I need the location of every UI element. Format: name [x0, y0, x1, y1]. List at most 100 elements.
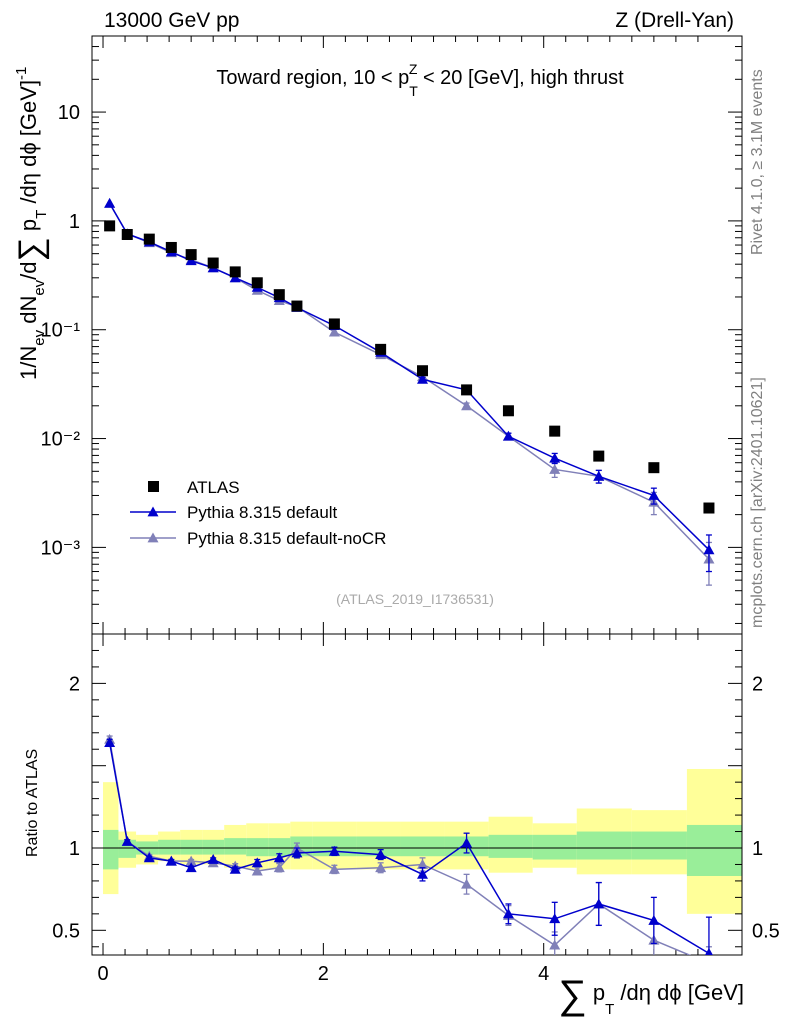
- band-inner: [631, 831, 687, 860]
- ratio-marker-nocr: [703, 958, 714, 968]
- ratio-ylabel: Ratio to ATLAS: [24, 749, 41, 857]
- ratio-marker-nocr: [549, 939, 561, 950]
- ratio-y-tick-label: 0.5: [52, 920, 80, 942]
- ratio-marker-default: [291, 847, 303, 858]
- ratio-marker-default: [648, 914, 660, 925]
- ratio-marker-default: [461, 837, 473, 848]
- title-sub: T: [409, 83, 418, 99]
- band-inner: [268, 838, 291, 857]
- data-point-atlas: [375, 343, 387, 355]
- ratio-marker-default: [417, 868, 429, 879]
- data-point-atlas: [273, 289, 285, 301]
- ratio-marker-nocr: [461, 878, 473, 889]
- marker-default: [593, 470, 605, 481]
- legend-marker-atlas: [148, 481, 159, 492]
- y-tick-label: 10⁻²: [41, 429, 81, 451]
- data-point-atlas: [502, 405, 514, 417]
- legend-label-nocr: Pythia 8.315 default-noCR: [187, 529, 386, 548]
- ratio-bands: [103, 768, 742, 914]
- marker-default: [104, 197, 116, 208]
- data-point-atlas: [417, 365, 429, 377]
- marker-default: [417, 373, 429, 384]
- axis-ticks: 0 2 4 10 1 10⁻¹ 10⁻² 10⁻³ 0.5 0.5 1 1 2 2: [41, 35, 780, 985]
- data-point-atlas: [461, 384, 473, 396]
- legend-marker-default: [147, 506, 159, 517]
- ratio-marker-nocr: [251, 865, 263, 876]
- data-point-atlas: [207, 257, 219, 269]
- ratio-marker-default: [143, 852, 155, 863]
- marker-default: [648, 489, 660, 500]
- data-point-atlas: [648, 462, 660, 474]
- ratio-y-tick-label-right: 2: [752, 673, 763, 695]
- ratio-marker-default: [185, 862, 197, 873]
- ratio-marker-default: [229, 863, 241, 874]
- y-tick-label: 10⁻¹: [41, 320, 81, 342]
- legend-label-atlas: ATLAS: [187, 478, 240, 497]
- legend-marker-nocr: [147, 532, 159, 543]
- header-left: 13000 GeV pp: [104, 9, 239, 32]
- ratio-y-tick-label-right: 0.5: [752, 920, 780, 942]
- xlabel: ∑ pT /dη dϕ [GeV]: [558, 973, 744, 1018]
- ratio-marker-nocr: [417, 858, 429, 869]
- series-line-default: [108, 202, 710, 551]
- legend-label-default: Pythia 8.315 default: [187, 503, 338, 522]
- data-point-atlas: [328, 318, 340, 330]
- data-point-atlas: [291, 300, 303, 312]
- band-inner: [103, 829, 119, 870]
- band-inner: [180, 839, 203, 855]
- marker-default: [185, 255, 197, 266]
- rivet-version-label: Rivet 4.1.0, ≥ 3.1M events: [749, 69, 766, 255]
- data-point-atlas: [251, 277, 263, 289]
- chart-title: Toward region, 10 < pTZ < 20 [GeV], high…: [216, 61, 624, 99]
- main-series: [104, 197, 715, 586]
- ratio-marker-nocr: [185, 855, 197, 866]
- ratio-marker-default: [207, 854, 219, 864]
- ratio-marker-default: [375, 849, 387, 859]
- x-tick-label: 0: [97, 963, 108, 985]
- ratio-marker-nocr: [328, 863, 340, 874]
- data-point-atlas: [165, 241, 177, 253]
- ratio-marker-default: [704, 947, 713, 955]
- title-post: < 20 [GeV], high thrust: [417, 67, 624, 89]
- y-tick-label: 10⁻³: [41, 537, 81, 559]
- main-ylabel: 1/Nev dNev/d∑ pT /dη dϕ [GeV]-1: [12, 67, 50, 380]
- ratio-series-group: [104, 733, 714, 968]
- title-pre: Toward region, 10 < p: [216, 67, 409, 89]
- data-point-atlas: [549, 425, 561, 437]
- y-tick-label: 1: [69, 211, 80, 233]
- band-inner: [576, 831, 632, 860]
- band-inner: [488, 834, 533, 858]
- data-point-atlas: [185, 249, 197, 261]
- data-point-atlas: [121, 228, 133, 240]
- ratio-marker-default: [165, 855, 177, 866]
- ratio-marker-nocr: [273, 862, 285, 873]
- main-ylabel-text: 1/Nev dNev/d∑ pT /dη dϕ [GeV]-1: [12, 67, 50, 380]
- ratio-marker-default: [549, 913, 561, 924]
- ratio-series: [104, 733, 714, 968]
- mcplots-label: mcplots.cern.ch [arXiv:2401.10621]: [749, 377, 766, 628]
- x-tick-label: 4: [538, 963, 549, 985]
- band-inner: [246, 838, 269, 857]
- marker-nocr: [328, 326, 340, 337]
- header-right: Z (Drell-Yan): [615, 9, 734, 32]
- ratio-y-tick-label: 2: [69, 673, 80, 695]
- data-point-atlas: [593, 450, 605, 462]
- marker-default: [549, 452, 561, 463]
- x-tick-label: 2: [318, 963, 329, 985]
- band-inner: [532, 834, 577, 860]
- data-point-atlas: [143, 233, 155, 245]
- band-inner: [224, 838, 247, 855]
- band-inner: [686, 824, 742, 876]
- ratio-marker-default: [502, 908, 514, 919]
- marker-default: [703, 544, 715, 555]
- data-point-atlas: [104, 220, 116, 232]
- ratio-y-tick-label: 1: [69, 838, 80, 860]
- marker-default: [502, 430, 514, 441]
- ratio-marker-default: [593, 898, 605, 909]
- band-inner: [158, 839, 181, 855]
- ratio-frame: [91, 633, 743, 956]
- analysis-watermark: (ATLAS_2019_I1736531): [336, 591, 494, 607]
- band-inner: [202, 839, 225, 855]
- band-inner: [400, 836, 445, 857]
